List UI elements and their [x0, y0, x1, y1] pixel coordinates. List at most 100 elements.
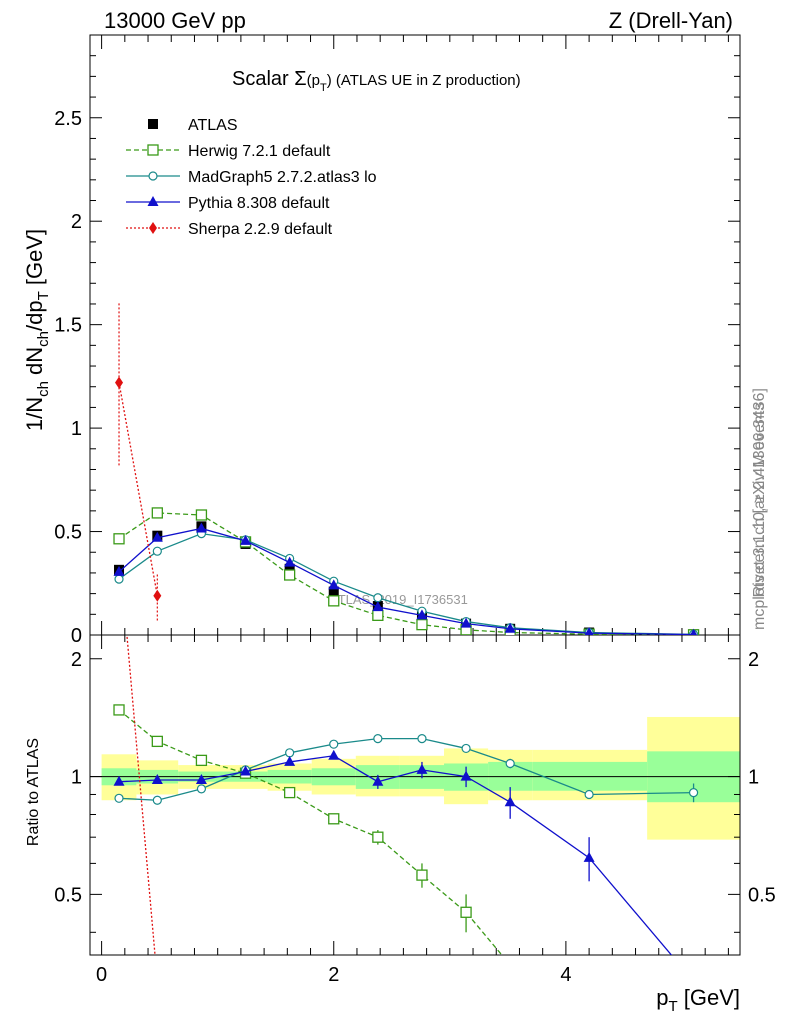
ratio-line	[118, 737, 694, 801]
data-point	[283, 569, 296, 581]
legend-marker	[148, 171, 158, 181]
ratio-point	[283, 786, 296, 799]
ratio-point	[504, 796, 516, 807]
series-line	[118, 512, 694, 635]
plot-title-sub: (p	[307, 72, 320, 89]
data-point	[114, 574, 124, 584]
data-point	[113, 565, 125, 576]
xtick-label: 4	[560, 964, 571, 986]
ratio-ytick-label: 2	[71, 649, 82, 671]
ratio-point	[114, 793, 124, 803]
data-point	[195, 522, 207, 533]
data-point	[284, 563, 295, 574]
mcplots-label: mcplots.cern.ch [arXiv:1306.3436]	[751, 388, 768, 630]
ratio-point	[584, 789, 594, 800]
ytick-label: 2.5	[54, 108, 82, 130]
data-point	[690, 628, 698, 635]
ratio-point	[328, 749, 340, 760]
data-point	[416, 619, 428, 631]
ratio-point	[195, 773, 207, 784]
ratio-ytick-label-right: 0.5	[748, 884, 776, 906]
ytick-label: 1.5	[54, 315, 82, 337]
ratio-point	[416, 869, 428, 881]
ratio-point	[151, 735, 163, 748]
legend-label: ATLAS	[188, 117, 238, 134]
data-point	[151, 531, 163, 542]
ratio-point	[152, 795, 162, 805]
data-point	[328, 586, 339, 597]
y-axis-label-ratio: Ratio to ATLAS	[25, 738, 42, 846]
ytick-label: 0.5	[54, 522, 82, 544]
data-point	[373, 593, 383, 603]
ratio-point	[460, 906, 472, 918]
data-point	[372, 609, 384, 621]
ratio-point	[583, 851, 595, 862]
rivet-label: Rivet 3.1.10, ≥ 2.4M events	[751, 403, 768, 598]
ratio-uncertainty-bands	[90, 716, 740, 840]
ratio-ytick-label: 1	[71, 767, 82, 789]
ratio-point	[151, 773, 163, 784]
series-line	[118, 532, 694, 635]
legend-marker	[149, 222, 157, 234]
ytick-label: 0	[71, 625, 82, 647]
data-point	[153, 589, 162, 602]
plot-title-tail: ) (ATLAS UE in Z production)	[327, 72, 521, 89]
legend-label: Pythia 8.308 default	[188, 195, 330, 212]
watermark: ATLAS_2019_I1736531	[330, 592, 468, 607]
legend-marker	[148, 119, 158, 129]
data-point	[504, 622, 516, 633]
ratio-point	[285, 748, 295, 758]
x-axis-label: pT [GeV]	[656, 985, 740, 1015]
ratio-point	[196, 784, 207, 794]
ratio-series-clip	[113, 635, 699, 955]
data-point	[113, 533, 125, 545]
ratio-point	[461, 743, 471, 754]
ytick-label: 2	[71, 211, 82, 233]
ratio-point	[505, 758, 515, 769]
ratio-point	[329, 739, 339, 749]
data-point	[328, 579, 340, 590]
series-line	[118, 382, 158, 596]
ratio-ytick-label-right: 1	[748, 767, 759, 789]
header-right: Z (Drell-Yan)	[609, 8, 733, 33]
legend-marker	[147, 144, 159, 156]
series-line	[118, 527, 694, 635]
ratio-point	[460, 770, 472, 781]
ytick-label: 1	[71, 418, 82, 440]
ratio-line	[118, 709, 503, 955]
data-point	[284, 556, 296, 567]
ratio-point	[373, 734, 383, 744]
ratio-point	[417, 734, 427, 744]
ratio-ytick-label-right: 2	[748, 649, 759, 671]
ratio-frame	[89, 634, 741, 956]
ratio-line	[126, 635, 156, 955]
main-series-clip	[113, 301, 700, 635]
ratio-point	[284, 755, 296, 766]
plot-title: Scalar Σ(pT) (ATLAS UE in Z production)	[232, 68, 521, 94]
data-point	[151, 507, 163, 519]
data-point	[460, 617, 472, 628]
main-series	[113, 301, 700, 635]
ratio-line	[118, 755, 673, 955]
ratio-ytick-label: 0.5	[54, 884, 82, 906]
xtick-label: 2	[328, 964, 339, 986]
ratio-point	[113, 704, 125, 716]
axis-ticks: 00.511.522.50 2 40.5 0.51 12 2	[54, 35, 776, 986]
ratio-series	[113, 635, 699, 955]
legend-marker	[147, 196, 159, 206]
ratio-point	[372, 831, 384, 843]
data-point	[115, 376, 124, 389]
legend-label: MadGraph5 2.7.2.atlas3 lo	[188, 169, 377, 186]
ratio-point	[328, 813, 340, 825]
ratio-point	[372, 775, 384, 786]
legend-label: Herwig 7.2.1 default	[188, 143, 331, 160]
ratio-point	[688, 787, 699, 798]
plot-title-sub-t: T	[320, 82, 327, 94]
xtick-label: 0	[96, 964, 107, 986]
ratio-point	[416, 763, 428, 774]
legend: ATLAS Herwig 7.2.1 default MadGraph5 2.7.2…	[126, 117, 377, 238]
data-point	[152, 546, 162, 556]
data-point	[372, 601, 384, 612]
ratio-point	[240, 765, 252, 776]
